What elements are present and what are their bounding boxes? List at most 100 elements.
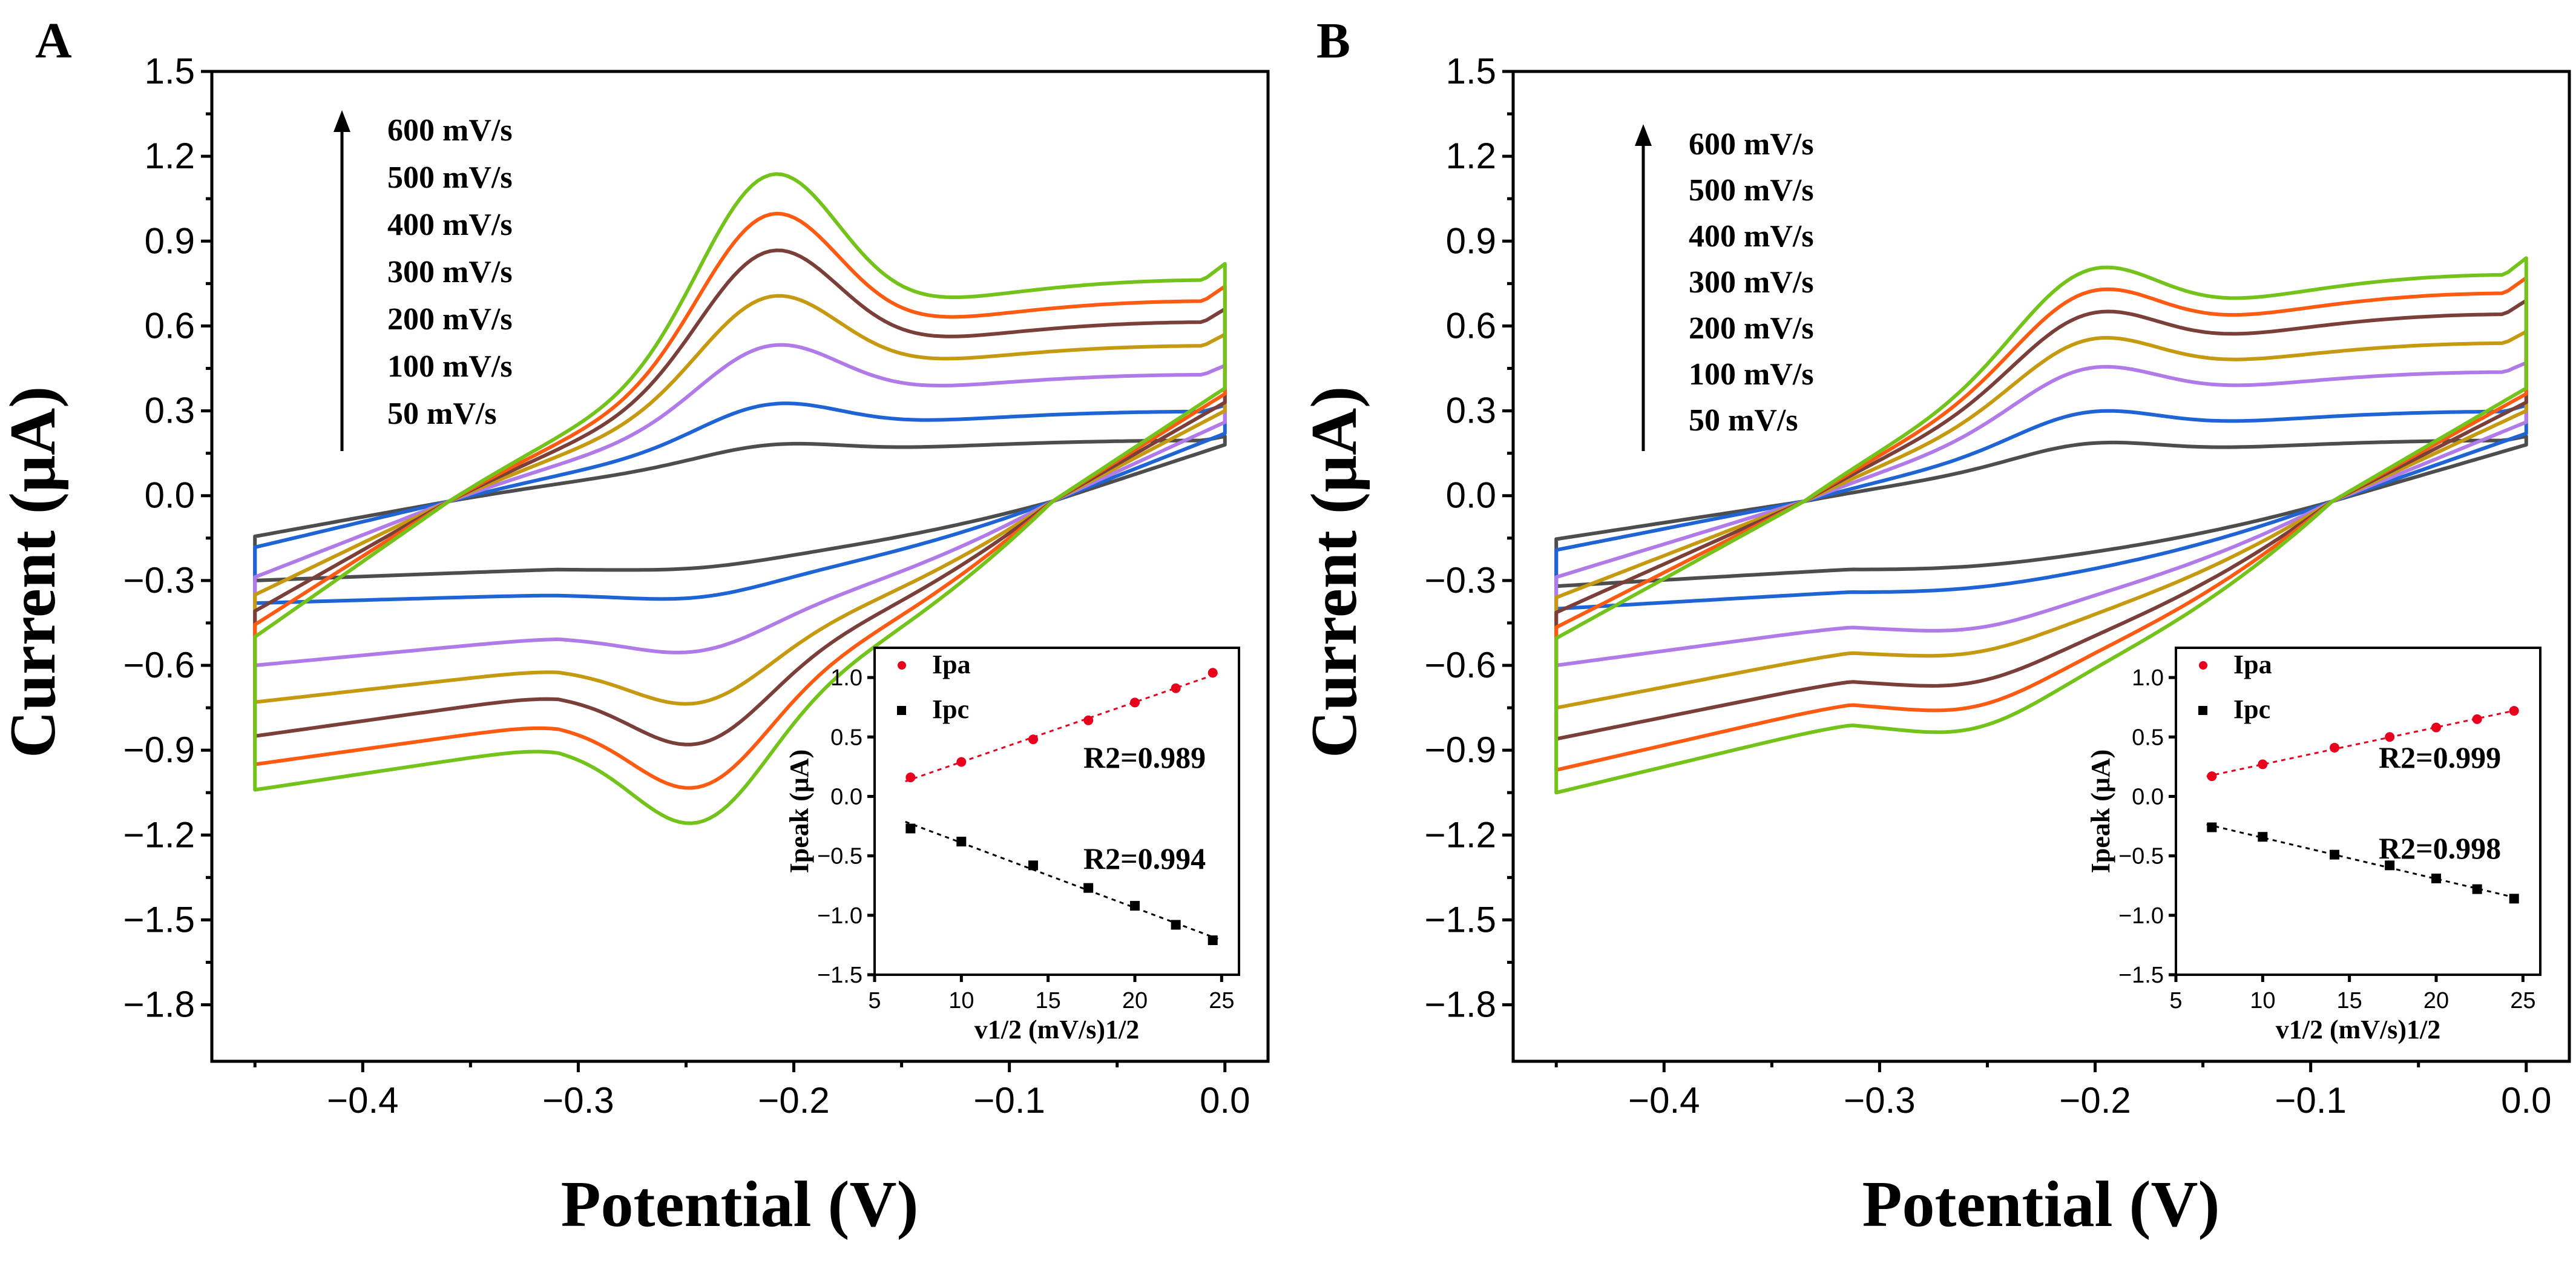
panel-a-inset-legend-ipa: Ipa bbox=[932, 650, 971, 679]
inset-x-tick-label: 15 bbox=[1036, 988, 1061, 1013]
inset-point-ipa bbox=[2431, 722, 2441, 733]
panel-b-inset-frame bbox=[2175, 647, 2542, 976]
inset-x-tick-label: 15 bbox=[2337, 988, 2362, 1013]
panel-b-legend-entry: 200 mV/s bbox=[1689, 311, 1814, 346]
y-tick-label: −0.9 bbox=[123, 730, 195, 770]
panel-b-inset-legend-ipc: Ipc bbox=[2233, 694, 2270, 724]
panel-b-inset-legend-marker-ipc bbox=[2198, 706, 2207, 715]
inset-point-ipc bbox=[2207, 822, 2217, 832]
inset-point-ipa bbox=[2509, 706, 2519, 716]
inset-y-tick-label: 0.5 bbox=[830, 725, 862, 750]
inset-y-tick-label: −1.5 bbox=[817, 963, 862, 988]
panel-b-plot-frame bbox=[1511, 70, 2571, 1063]
y-tick-label: −0.9 bbox=[1425, 730, 1496, 770]
x-tick-label: −0.3 bbox=[1844, 1080, 1915, 1121]
y-tick-label: 1.5 bbox=[1446, 51, 1496, 91]
panel-b-legend-entry: 300 mV/s bbox=[1689, 265, 1814, 300]
x-tick-label: 0.0 bbox=[1200, 1080, 1250, 1121]
panel-b-legend-entry: 100 mV/s bbox=[1689, 357, 1814, 392]
inset-y-tick-label: −1.5 bbox=[2118, 963, 2164, 988]
inset-y-tick-label: 0.0 bbox=[2132, 784, 2164, 809]
inset-point-ipc bbox=[2385, 860, 2395, 871]
panel-b-y-axis: 1.5 1.2 0.9 0.6 0.3 0.0 −0.3 −0.6 −0.9 −1.2 −1.5 −1… bbox=[1425, 51, 1513, 1025]
inset-point-ipa bbox=[1171, 683, 1181, 693]
inset-x-tick-label: 5 bbox=[2169, 988, 2182, 1013]
inset-point-ipc bbox=[1171, 920, 1181, 930]
cv-curve-600-mV-s bbox=[253, 172, 1227, 825]
panel-a-legend-entry: 100 mV/s bbox=[387, 349, 513, 384]
panel-a-inset-x-axis: 5 10 15 20 25 bbox=[868, 975, 1234, 1013]
y-tick-label: −1.8 bbox=[1425, 984, 1496, 1025]
y-tick-label: −1.2 bbox=[123, 814, 195, 855]
panel-b-cv-curves bbox=[1554, 256, 2528, 795]
y-tick-label: 0.0 bbox=[145, 475, 195, 516]
panel-b-inset-legend-marker-ipa bbox=[2199, 661, 2207, 670]
cv-curve-400-mV-s bbox=[253, 248, 1227, 746]
y-tick-label: 1.2 bbox=[145, 136, 195, 176]
x-tick-label: −0.4 bbox=[327, 1080, 398, 1121]
panel-b-inset: 1.00.50.0−0.5−1.0−1.5 5 10 15 20 25 Ipa Ipc … bbox=[2086, 633, 2554, 1044]
inset-y-tick-label: −0.5 bbox=[2118, 844, 2164, 869]
inset-point-ipc bbox=[1208, 935, 1218, 946]
cv-curve-100-mV-s bbox=[1554, 403, 2528, 611]
panel-b: B 1.5 1.2 0.9 0.6 0.3 0.0 −0.3 −0.6 −0.9 −1.2 −1.5… bbox=[1298, 13, 2571, 1241]
inset-point-ipc bbox=[1130, 901, 1140, 911]
panel-a-x-axis: −0.4 −0.3 −0.2 −0.1 0.0 bbox=[253, 1061, 1250, 1121]
inset-x-tick-label: 25 bbox=[1209, 988, 1234, 1013]
inset-point-ipc bbox=[2431, 873, 2441, 883]
y-tick-label: 1.2 bbox=[1446, 136, 1496, 176]
inset-point-ipa bbox=[1028, 734, 1039, 745]
panel-a-arrow-head-icon bbox=[334, 110, 350, 132]
y-tick-label: 0.0 bbox=[1446, 475, 1496, 516]
inset-point-ipc bbox=[1028, 860, 1039, 871]
x-tick-label: 0.0 bbox=[2501, 1080, 2551, 1121]
cv-curve-300-mV-s bbox=[253, 294, 1227, 706]
inset-y-tick-label: 1.0 bbox=[2132, 665, 2164, 691]
x-tick-label: −0.2 bbox=[758, 1080, 829, 1121]
y-tick-label: 0.6 bbox=[145, 305, 195, 346]
inset-y-tick-label: −1.0 bbox=[2118, 903, 2164, 929]
panel-a-legend-entry: 500 mV/s bbox=[387, 160, 513, 195]
panel-a-label: A bbox=[35, 13, 72, 69]
y-tick-label: 0.9 bbox=[145, 220, 195, 261]
inset-point-ipa bbox=[1130, 697, 1140, 708]
cv-curve-200-mV-s bbox=[253, 343, 1227, 667]
panel-a-inset-y-axis: 1.0 0.5 0.0 −0.5 −1.0 −1.5 bbox=[817, 665, 875, 988]
panel-a-cv-curves bbox=[253, 172, 1227, 825]
panel-b-label: B bbox=[1316, 13, 1350, 69]
panel-a-inset-legend-marker-ipc bbox=[897, 706, 906, 715]
cv-curve-600-mV-s bbox=[1554, 256, 2528, 795]
panel-a-inset-x-title: v1/2 (mV/s)1/2 bbox=[974, 1015, 1140, 1044]
panel-a-legend-entry: 300 mV/s bbox=[387, 255, 513, 289]
y-tick-label: −0.3 bbox=[123, 560, 195, 601]
inset-point-ipc bbox=[2509, 894, 2519, 904]
inset-y-tick-label: 1.0 bbox=[830, 665, 862, 691]
inset-y-tick-label: −1.0 bbox=[817, 903, 862, 929]
panel-b-legend-entry: 50 mV/s bbox=[1689, 403, 1798, 438]
y-tick-label: −1.5 bbox=[123, 899, 195, 940]
y-tick-label: −0.6 bbox=[123, 645, 195, 685]
y-tick-label: −1.2 bbox=[1425, 814, 1496, 855]
panel-b-inset-x-title: v1/2 (mV/s)1/2 bbox=[2276, 1015, 2441, 1044]
y-tick-label: 0.3 bbox=[1446, 390, 1496, 431]
panel-b-y-axis-title: Current (μA) bbox=[1298, 386, 1370, 758]
panel-b-inset-background bbox=[2203, 633, 2554, 972]
panel-b-legend-entry: 500 mV/s bbox=[1689, 173, 1814, 208]
cv-curve-100-mV-s bbox=[253, 401, 1227, 605]
panel-b-inset-y-axis: 1.0 0.5 0.0 −0.5 −1.0 −1.5 bbox=[2118, 665, 2176, 988]
panel-b-inset-x-axis: 5 10 15 20 25 bbox=[2169, 975, 2535, 1013]
inset-point-ipa bbox=[2207, 771, 2217, 782]
x-tick-label: −0.3 bbox=[542, 1080, 614, 1121]
inset-point-ipc bbox=[2330, 849, 2340, 860]
panel-b-legend-entry: 600 mV/s bbox=[1689, 127, 1814, 162]
panel-a-inset-legend-marker-ipa bbox=[898, 661, 906, 670]
y-tick-label: −0.3 bbox=[1425, 560, 1496, 601]
panel-b-arrow-head-icon bbox=[1635, 124, 1652, 146]
inset-x-tick-label: 20 bbox=[1122, 988, 1148, 1013]
inset-point-ipc bbox=[905, 823, 916, 834]
inset-x-tick-label: 10 bbox=[948, 988, 974, 1013]
panel-a-legend-entry: 50 mV/s bbox=[387, 397, 497, 431]
panel-a-legend-entry: 600 mV/s bbox=[387, 113, 513, 148]
y-tick-label: −0.6 bbox=[1425, 645, 1496, 685]
panel-b-inset-r2-ipc: R2=0.998 bbox=[2379, 831, 2501, 865]
